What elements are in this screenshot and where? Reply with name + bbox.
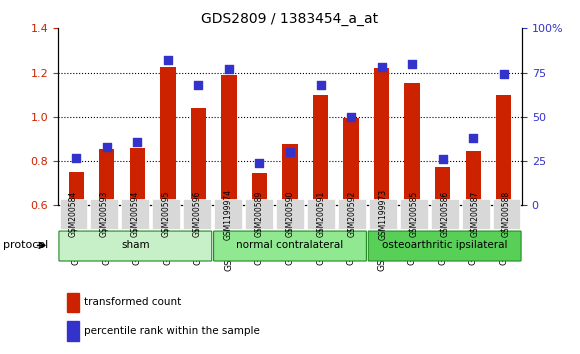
Text: GSM200591: GSM200591 bbox=[317, 191, 325, 237]
Bar bbox=[191, 108, 206, 338]
Text: normal contralateral: normal contralateral bbox=[237, 240, 343, 250]
Point bbox=[316, 82, 325, 88]
Text: GSM200588: GSM200588 bbox=[502, 191, 511, 237]
Point bbox=[499, 72, 508, 77]
Text: sham: sham bbox=[121, 240, 150, 250]
Point bbox=[224, 66, 234, 72]
Text: GSM200592: GSM200592 bbox=[347, 191, 356, 237]
Text: GSM200585: GSM200585 bbox=[409, 191, 418, 237]
FancyBboxPatch shape bbox=[431, 199, 459, 229]
Point bbox=[408, 61, 417, 67]
Point bbox=[102, 144, 111, 150]
Text: GSM200594: GSM200594 bbox=[131, 191, 140, 238]
FancyBboxPatch shape bbox=[214, 199, 242, 229]
Bar bbox=[160, 67, 176, 338]
Text: GSM200587: GSM200587 bbox=[471, 191, 480, 237]
Bar bbox=[466, 151, 481, 338]
Text: protocol: protocol bbox=[3, 240, 48, 250]
FancyBboxPatch shape bbox=[245, 199, 273, 229]
FancyBboxPatch shape bbox=[400, 199, 427, 229]
Point bbox=[255, 160, 264, 166]
Point bbox=[194, 82, 203, 88]
FancyBboxPatch shape bbox=[368, 231, 521, 261]
Text: GSM200590: GSM200590 bbox=[285, 191, 295, 238]
Bar bbox=[68, 172, 84, 338]
Bar bbox=[404, 82, 420, 338]
Bar bbox=[99, 149, 114, 338]
Title: GDS2809 / 1383454_a_at: GDS2809 / 1383454_a_at bbox=[201, 12, 379, 26]
Bar bbox=[67, 321, 79, 341]
Bar bbox=[435, 167, 450, 338]
FancyBboxPatch shape bbox=[338, 199, 366, 229]
Text: GSM1199973: GSM1199973 bbox=[378, 189, 387, 240]
Bar bbox=[313, 95, 328, 338]
FancyBboxPatch shape bbox=[90, 199, 118, 229]
FancyBboxPatch shape bbox=[369, 199, 397, 229]
Bar bbox=[374, 68, 389, 338]
FancyBboxPatch shape bbox=[60, 199, 88, 229]
Point bbox=[438, 156, 447, 162]
Bar bbox=[67, 293, 79, 312]
FancyBboxPatch shape bbox=[183, 199, 211, 229]
Text: GSM200586: GSM200586 bbox=[440, 191, 449, 237]
Text: GSM200589: GSM200589 bbox=[255, 191, 263, 237]
Point bbox=[346, 114, 356, 120]
FancyBboxPatch shape bbox=[276, 199, 304, 229]
Text: GSM200584: GSM200584 bbox=[69, 191, 78, 237]
Bar bbox=[252, 173, 267, 338]
Text: GSM200595: GSM200595 bbox=[162, 191, 171, 238]
Bar bbox=[130, 148, 145, 338]
Text: GSM200596: GSM200596 bbox=[193, 191, 202, 238]
Point bbox=[72, 155, 81, 160]
Bar bbox=[343, 118, 358, 338]
Point bbox=[377, 64, 386, 70]
Text: GSM1199974: GSM1199974 bbox=[224, 189, 233, 240]
Text: percentile rank within the sample: percentile rank within the sample bbox=[84, 326, 259, 336]
Point bbox=[133, 139, 142, 144]
FancyBboxPatch shape bbox=[462, 199, 490, 229]
FancyBboxPatch shape bbox=[153, 199, 180, 229]
Bar bbox=[222, 75, 237, 338]
FancyBboxPatch shape bbox=[492, 199, 520, 229]
Text: GSM200593: GSM200593 bbox=[100, 191, 109, 238]
FancyBboxPatch shape bbox=[307, 199, 335, 229]
FancyBboxPatch shape bbox=[121, 199, 149, 229]
Bar bbox=[496, 95, 512, 338]
Point bbox=[163, 57, 172, 63]
FancyBboxPatch shape bbox=[59, 231, 212, 261]
Bar bbox=[282, 144, 298, 338]
Point bbox=[469, 135, 478, 141]
Text: osteoarthritic ipsilateral: osteoarthritic ipsilateral bbox=[382, 240, 508, 250]
Point bbox=[285, 149, 295, 155]
Text: transformed count: transformed count bbox=[84, 297, 181, 307]
FancyBboxPatch shape bbox=[213, 231, 367, 261]
